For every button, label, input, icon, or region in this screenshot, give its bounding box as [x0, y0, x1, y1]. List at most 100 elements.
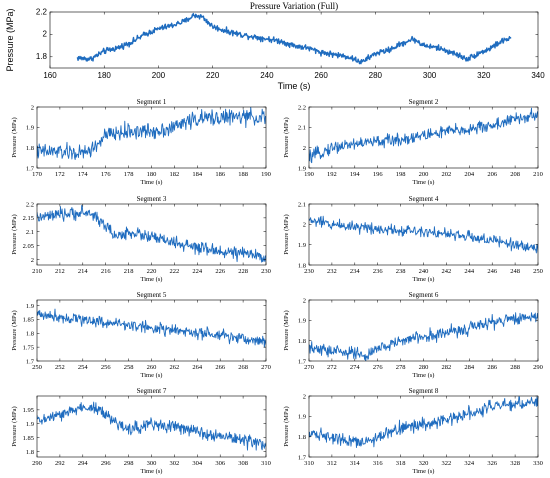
x-tick-label: 178 [124, 171, 134, 178]
x-tick-label: 196 [373, 171, 384, 178]
y-axis-label: Pressure (MPa) [11, 117, 18, 157]
x-tick-label: 266 [215, 364, 226, 371]
x-tick-label: 240 [260, 71, 274, 80]
chart-title: Segment 2 [409, 98, 439, 106]
x-tick-label: 252 [55, 364, 65, 371]
x-tick-label: 340 [531, 71, 545, 80]
x-axis-label: Time (s) [141, 276, 163, 283]
x-tick-label: 188 [238, 171, 248, 178]
x-tick-label: 316 [373, 460, 384, 467]
x-tick-label: 286 [487, 364, 498, 371]
x-tick-label: 294 [78, 460, 89, 467]
y-tick-label: 1.8 [36, 52, 48, 61]
y-tick-label: 1.75 [23, 344, 34, 351]
y-axis-label: Pressure (MPa) [283, 310, 290, 350]
y-tick-label: 2 [31, 104, 34, 111]
x-tick-label: 314 [350, 460, 361, 467]
x-axis-label: Time (s) [413, 276, 435, 283]
chart-title: Segment 3 [137, 195, 167, 203]
chart-title: Segment 7 [137, 387, 167, 395]
y-tick-label: 2.2 [36, 7, 48, 16]
chart-title: Segment 6 [409, 291, 439, 299]
x-tick-label: 256 [101, 364, 112, 371]
x-tick-label: 184 [192, 171, 203, 178]
x-tick-label: 300 [423, 71, 437, 80]
x-tick-label: 310 [304, 460, 314, 467]
x-tick-label: 282 [442, 364, 452, 371]
chart-s5: Segment 5 250 252 254 256 258 260 262 264 266 268 2… [11, 291, 271, 379]
y-tick-label: 1.8 [298, 434, 306, 441]
chart-s8: Segment 8 310 312 314 316 318 320 322 324 326 328 3… [283, 387, 543, 475]
chart-full: Pressure Variation (Full) 160 180 200 220 240… [5, 1, 545, 91]
x-tick-label: 160 [43, 71, 57, 80]
x-tick-label: 220 [206, 71, 220, 80]
x-axis-label: Time (s) [141, 468, 163, 475]
x-tick-label: 230 [261, 268, 271, 275]
x-tick-label: 280 [419, 364, 429, 371]
x-tick-label: 236 [373, 268, 384, 275]
x-tick-label: 172 [55, 171, 65, 178]
x-tick-label: 268 [238, 364, 248, 371]
x-tick-label: 226 [215, 268, 226, 275]
x-tick-label: 206 [487, 171, 498, 178]
x-tick-label: 254 [78, 364, 89, 371]
x-tick-label: 182 [170, 171, 180, 178]
chart-s3: Segment 3 210 212 214 216 218 220 222 224 226 228 2… [11, 195, 271, 283]
chart-title: Segment 8 [409, 387, 439, 395]
x-tick-label: 192 [327, 171, 337, 178]
x-tick-label: 270 [304, 364, 314, 371]
series-line [309, 396, 538, 449]
x-tick-label: 328 [510, 460, 520, 467]
x-tick-label: 288 [510, 364, 520, 371]
x-tick-label: 260 [314, 71, 328, 80]
y-tick-label: 1.9 [298, 318, 306, 325]
x-tick-label: 218 [124, 268, 134, 275]
x-tick-label: 278 [396, 364, 406, 371]
x-tick-label: 228 [238, 268, 248, 275]
y-tick-label: 1.9 [26, 125, 34, 132]
x-axis-label: Time (s) [413, 468, 435, 475]
x-axis-label: Time (s) [141, 179, 163, 186]
x-tick-label: 322 [442, 460, 452, 467]
y-axis-label: Pressure (MPa) [283, 406, 290, 446]
y-tick-label: 1.7 [26, 358, 35, 365]
x-tick-label: 242 [442, 268, 452, 275]
x-tick-label: 244 [464, 268, 475, 275]
x-tick-label: 290 [32, 460, 42, 467]
x-tick-label: 198 [396, 171, 406, 178]
series-line [76, 12, 512, 65]
y-tick-label: 1.8 [26, 331, 34, 338]
x-tick-label: 250 [32, 364, 42, 371]
y-tick-label: 2.05 [23, 243, 34, 250]
x-tick-label: 276 [373, 364, 384, 371]
x-tick-label: 190 [261, 171, 271, 178]
x-tick-label: 292 [55, 460, 65, 467]
y-tick-label: 1.7 [26, 165, 35, 172]
x-tick-label: 232 [327, 268, 337, 275]
y-tick-label: 1.85 [23, 317, 34, 324]
x-tick-label: 312 [327, 460, 337, 467]
plot-frame [36, 106, 267, 169]
series-line [37, 401, 266, 451]
x-tick-label: 260 [147, 364, 157, 371]
x-tick-label: 304 [192, 460, 203, 467]
x-tick-label: 214 [78, 268, 89, 275]
x-tick-label: 240 [419, 268, 429, 275]
x-tick-label: 284 [464, 364, 475, 371]
y-axis-label: Pressure (MPa) [283, 214, 290, 254]
series-line [37, 204, 266, 263]
y-tick-label: 2 [43, 30, 48, 39]
x-tick-label: 320 [419, 460, 429, 467]
x-tick-label: 176 [101, 171, 112, 178]
y-axis-label: Pressure (MPa) [11, 310, 18, 350]
y-tick-label: 1.8 [298, 262, 306, 269]
y-tick-label: 2 [303, 145, 306, 152]
x-tick-label: 238 [396, 268, 406, 275]
y-tick-label: 1.8 [298, 338, 306, 345]
x-tick-label: 326 [487, 460, 498, 467]
x-tick-label: 330 [533, 460, 543, 467]
y-axis-label: Pressure (MPa) [11, 406, 18, 446]
x-tick-label: 250 [533, 268, 543, 275]
x-axis-label: Time (s) [278, 81, 311, 91]
x-tick-label: 264 [192, 364, 203, 371]
